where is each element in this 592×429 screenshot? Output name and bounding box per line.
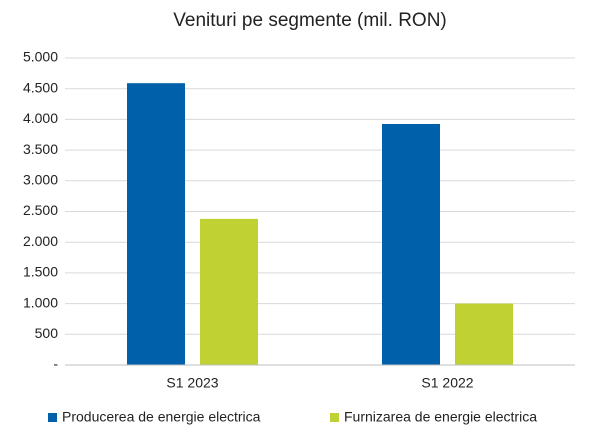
y-tick-label: 5.000	[23, 49, 58, 65]
y-tick-label: 3.000	[23, 172, 58, 188]
legend-swatch	[330, 413, 339, 422]
y-tick-label: 4.000	[23, 110, 58, 126]
chart-title: Venituri pe segmente (mil. RON)	[173, 10, 447, 31]
bar	[455, 303, 513, 365]
y-tick-label: 1.500	[23, 264, 58, 280]
y-tick-label: 4.500	[23, 79, 58, 95]
y-tick-label: -	[53, 356, 58, 372]
y-tick-label: 2.500	[23, 202, 58, 218]
y-tick-label: 3.500	[23, 141, 58, 157]
legend-swatch	[48, 413, 57, 422]
legend-label: Furnizarea de energie electrica	[344, 409, 537, 425]
y-tick-label: 1.000	[23, 294, 58, 310]
x-tick-label: S1 2023	[166, 375, 218, 391]
legend-label: Producerea de energie electrica	[62, 409, 261, 425]
y-tick-label: 2.000	[23, 233, 58, 249]
bar	[200, 218, 258, 365]
x-tick-label: S1 2022	[421, 375, 473, 391]
bar	[127, 83, 185, 365]
bar	[382, 124, 440, 365]
y-tick-label: 500	[35, 325, 59, 341]
